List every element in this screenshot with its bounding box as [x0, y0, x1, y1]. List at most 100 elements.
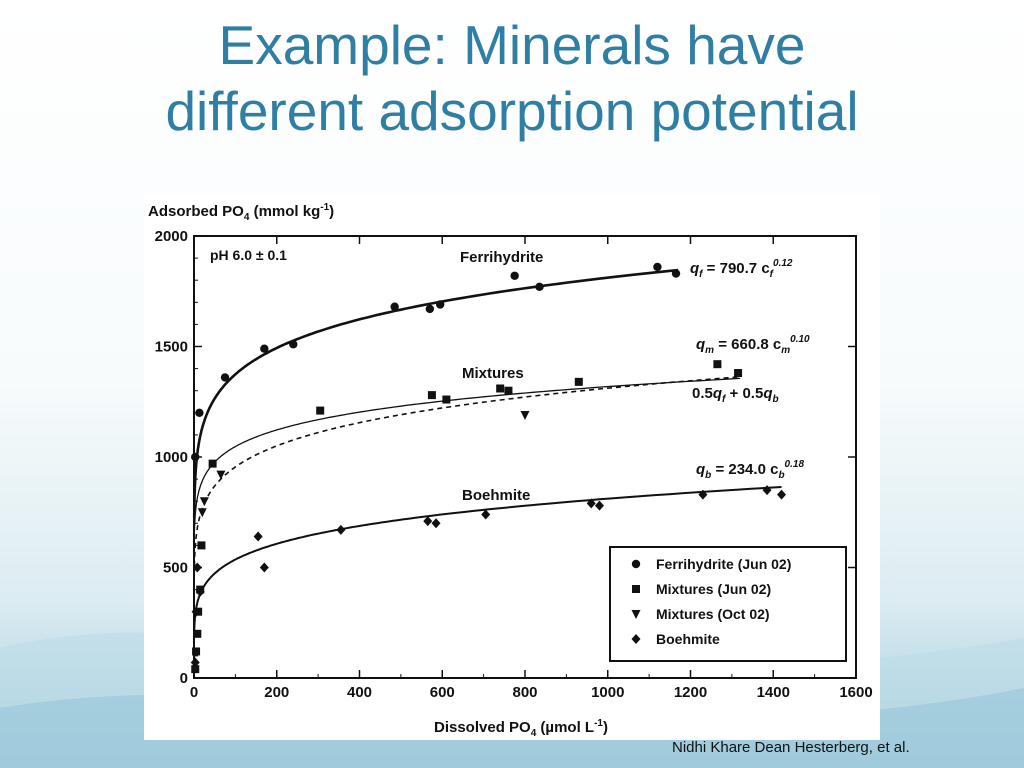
legend-marker-boehmite [631, 634, 641, 644]
point-ferrihydrite-jun-02 [195, 408, 204, 417]
point-boehmite [698, 489, 708, 500]
y-tick-label: 2000 [155, 228, 188, 245]
eq-avg-q2: q [763, 385, 772, 402]
equation-boehmite: qb = 234.0 cb0.18 [696, 459, 804, 481]
point-boehmite [195, 586, 205, 597]
point-mixtures-jun-02 [193, 629, 202, 638]
point-boehmite [762, 485, 772, 496]
point-mixtures-jun-02 [496, 384, 505, 393]
x-tick-label: 1600 [839, 684, 872, 701]
y-axis-title-exp: -1 [320, 202, 329, 213]
point-mixtures-jun-02 [713, 360, 722, 369]
point-boehmite [481, 509, 491, 520]
point-boehmite [586, 498, 596, 509]
eq-b-qsub: b [705, 470, 711, 481]
legend-label-ferrihydrite-jun-02: Ferrihydrite (Jun 02) [656, 556, 791, 572]
point-mixtures-jun-02 [192, 647, 201, 656]
equation-average: 0.5qf + 0.5qb [692, 385, 779, 405]
y-axis-title-sub: 4 [244, 212, 250, 223]
x-axis-title-units: (µmol L [536, 719, 594, 736]
x-axis-title-exp: -1 [594, 718, 603, 729]
point-ferrihydrite-jun-02 [390, 302, 399, 311]
point-boehmite [431, 518, 441, 529]
eq-f-exp: 0.12 [773, 258, 793, 269]
eq-f-mid: = 790.7 c [703, 260, 770, 277]
eq-m-csub: m [781, 345, 790, 356]
slide-title-line-1: Example: Minerals have [218, 14, 806, 76]
eq-avg-p2: + 0.5 [725, 385, 763, 402]
legend-label-mixtures-oct-02: Mixtures (Oct 02) [656, 606, 770, 622]
y-axis-title: Adsorbed PO4 (mmol kg-1) [148, 202, 334, 223]
eq-f-q: q [690, 260, 699, 277]
point-ferrihydrite-jun-02 [220, 373, 230, 382]
point-mixtures-jun-02 [191, 665, 200, 674]
data-points [190, 262, 787, 674]
citation: Nidhi Khare Dean Hesterberg, et al. [672, 739, 910, 756]
chart-panel: Adsorbed PO4 (mmol kg-1) 0 200 400 600 800 10… [144, 194, 880, 740]
legend-box [609, 546, 847, 662]
point-ferrihydrite-jun-02 [671, 269, 681, 278]
eq-avg-p1: 0.5 [692, 385, 713, 402]
y-axis-title-main: Adsorbed PO [148, 203, 244, 220]
eq-m-q: q [696, 336, 705, 353]
eq-m-qsub: m [705, 345, 714, 356]
x-axis-title-main: Dissolved PO [434, 719, 531, 736]
point-ferrihydrite-jun-02 [510, 271, 519, 280]
point-boehmite [259, 562, 269, 573]
fit-curve-average-fit [193, 376, 741, 575]
eq-avg-q1: q [713, 385, 722, 402]
axis-ticks: 0 200 400 600 800 1000 1200 1400 1600 0 500 1000 150… [155, 228, 873, 701]
point-boehmite [423, 516, 433, 527]
slide-title-line-2: different adsorption potential [165, 80, 859, 142]
point-mixtures-jun-02 [197, 541, 206, 550]
x-tick-label: 400 [347, 684, 372, 701]
x-tick-label: 600 [430, 684, 455, 701]
x-tick-label: 800 [512, 684, 537, 701]
point-boehmite [594, 500, 604, 511]
legend-marker-ferrihydrite-jun-02 [631, 559, 641, 569]
point-boehmite [336, 524, 346, 535]
eq-avg-s2: b [773, 394, 779, 405]
eq-b-csub: b [778, 470, 784, 481]
y-axis-title-units: (mmol kg [249, 203, 320, 220]
x-tick-label: 1400 [757, 684, 790, 701]
legend-label-boehmite: Boehmite [656, 631, 720, 647]
fit-curve-mixtures-fit [193, 377, 741, 542]
legend-items: Ferrihydrite (Jun 02) Mixtures (Jun 02) Mi… [631, 556, 791, 647]
y-tick-label: 500 [163, 560, 188, 577]
point-ferrihydrite-jun-02 [260, 344, 269, 353]
point-mixtures-jun-02 [316, 406, 325, 415]
eq-b-exp: 0.18 [785, 459, 805, 470]
adsorption-isotherm-chart: Adsorbed PO4 (mmol kg-1) 0 200 400 600 800 10… [148, 202, 873, 739]
point-ferrihydrite-jun-02 [535, 282, 544, 292]
point-mixtures-oct-02 [199, 497, 209, 507]
point-boehmite [192, 562, 202, 573]
legend: Ferrihydrite (Jun 02) Mixtures (Jun 02) Mi… [609, 546, 847, 662]
legend-marker-mixtures-jun-02 [632, 585, 640, 593]
eq-m-exp: 0.10 [790, 334, 810, 345]
eq-f-qsub: f [699, 269, 704, 280]
point-mixtures-jun-02 [504, 386, 513, 395]
x-tick-label: 200 [264, 684, 289, 701]
slide-title: Example: Minerals have different adsorpt… [40, 12, 984, 144]
y-axis-title-close: ) [329, 203, 334, 220]
point-mixtures-jun-02 [734, 369, 743, 378]
x-tick-label: 1200 [674, 684, 707, 701]
point-mixtures-oct-02 [197, 508, 207, 518]
equation-ferrihydrite: qf = 790.7 cf0.12 [690, 258, 793, 280]
point-mixtures-jun-02 [442, 395, 451, 404]
y-tick-label: 1000 [155, 449, 188, 466]
point-mixtures-oct-02 [216, 470, 226, 480]
point-mixtures-jun-02 [574, 377, 583, 386]
ph-annotation: pH 6.0 ± 0.1 [210, 247, 287, 263]
ferrihydrite-label: Ferrihydrite [460, 249, 543, 266]
eq-b-q: q [696, 461, 705, 478]
point-boehmite [190, 657, 200, 668]
point-ferrihydrite-jun-02 [425, 304, 435, 314]
point-boehmite [191, 606, 201, 617]
point-ferrihydrite-jun-02 [289, 340, 298, 349]
point-mixtures-oct-02 [520, 411, 530, 421]
point-ferrihydrite-jun-02 [191, 452, 200, 462]
x-tick-label: 1000 [591, 684, 624, 701]
legend-marker-mixtures-oct-02 [631, 610, 641, 619]
